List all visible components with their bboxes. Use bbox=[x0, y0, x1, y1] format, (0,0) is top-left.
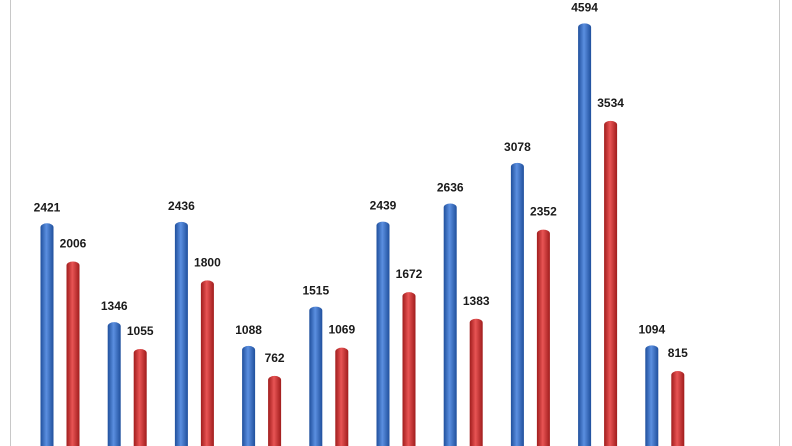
data-label-s0-4: 1515 bbox=[302, 284, 329, 298]
data-label-s0-5: 2439 bbox=[370, 199, 397, 213]
bar-s1-1 bbox=[133, 348, 147, 446]
data-label-s0-8: 4594 bbox=[571, 0, 598, 14]
data-label-s0-7: 3078 bbox=[504, 140, 531, 154]
bar-s1-7 bbox=[536, 229, 550, 446]
data-label-s0-2: 2436 bbox=[168, 199, 195, 213]
bar-s1-8 bbox=[604, 120, 618, 446]
bar-s0-4 bbox=[309, 306, 323, 446]
data-label-s1-7: 2352 bbox=[530, 205, 557, 219]
data-label-s0-6: 2636 bbox=[437, 180, 464, 194]
data-label-s0-3: 1088 bbox=[235, 323, 262, 337]
data-label-s1-8: 3534 bbox=[597, 96, 624, 110]
data-label-s1-2: 1800 bbox=[194, 255, 221, 269]
data-label-s1-1: 1055 bbox=[127, 324, 154, 338]
bar-s0-3 bbox=[242, 345, 256, 446]
data-label-s1-3: 762 bbox=[265, 351, 285, 365]
bar-s0-5 bbox=[376, 221, 390, 446]
bar-s0-1 bbox=[107, 322, 121, 446]
data-label-s0-0: 2421 bbox=[34, 200, 61, 214]
data-label-s1-9: 815 bbox=[668, 346, 688, 360]
bar-s0-0 bbox=[40, 223, 54, 446]
bar-s1-4 bbox=[335, 347, 349, 446]
bar-s0-9 bbox=[645, 345, 659, 446]
data-label-s0-1: 1346 bbox=[101, 299, 128, 313]
bar-s0-2 bbox=[174, 221, 188, 446]
bar-s1-6 bbox=[469, 318, 483, 446]
bar-s0-7 bbox=[510, 162, 524, 446]
data-label-s1-5: 1672 bbox=[396, 267, 423, 281]
data-label-s1-6: 1383 bbox=[463, 294, 490, 308]
bar-s1-0 bbox=[66, 261, 80, 446]
bar-s1-3 bbox=[268, 375, 282, 446]
bar-s1-2 bbox=[200, 280, 214, 446]
data-label-s1-0: 2006 bbox=[60, 236, 87, 250]
data-label-s0-9: 1094 bbox=[638, 322, 665, 336]
bar-s1-5 bbox=[402, 292, 416, 446]
bar-s0-6 bbox=[443, 203, 457, 446]
bar-s1-9 bbox=[671, 371, 685, 446]
data-label-s1-4: 1069 bbox=[328, 323, 355, 337]
bar-s0-8 bbox=[578, 23, 592, 446]
